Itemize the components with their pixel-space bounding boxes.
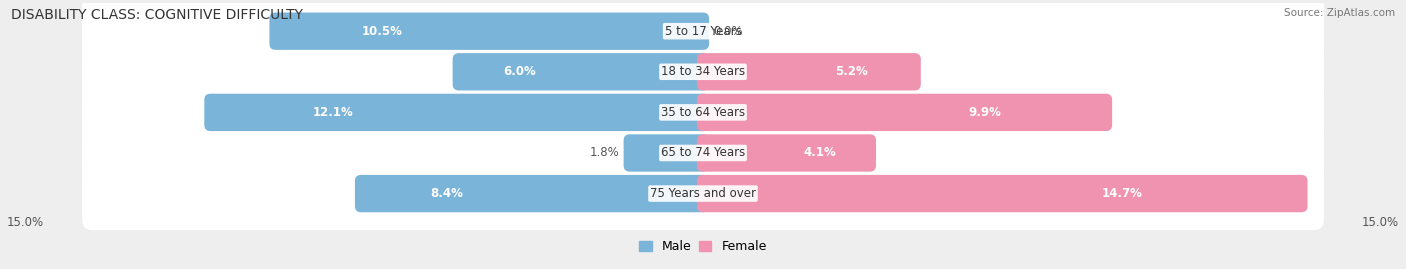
- Text: 75 Years and over: 75 Years and over: [650, 187, 756, 200]
- Text: 14.7%: 14.7%: [1101, 187, 1142, 200]
- FancyBboxPatch shape: [624, 134, 709, 172]
- Text: 5.2%: 5.2%: [835, 65, 868, 78]
- FancyBboxPatch shape: [354, 175, 709, 212]
- FancyBboxPatch shape: [453, 53, 709, 90]
- Text: 65 to 74 Years: 65 to 74 Years: [661, 147, 745, 160]
- FancyBboxPatch shape: [82, 116, 1324, 190]
- Text: 1.8%: 1.8%: [589, 147, 620, 160]
- FancyBboxPatch shape: [697, 53, 921, 90]
- FancyBboxPatch shape: [82, 35, 1324, 108]
- Text: 4.1%: 4.1%: [803, 147, 837, 160]
- Text: 12.1%: 12.1%: [314, 106, 354, 119]
- Text: 8.4%: 8.4%: [430, 187, 463, 200]
- FancyBboxPatch shape: [697, 175, 1308, 212]
- Text: 9.9%: 9.9%: [969, 106, 1001, 119]
- Text: Source: ZipAtlas.com: Source: ZipAtlas.com: [1284, 8, 1395, 18]
- FancyBboxPatch shape: [82, 0, 1324, 68]
- FancyBboxPatch shape: [270, 13, 709, 50]
- FancyBboxPatch shape: [82, 157, 1324, 230]
- Text: 0.0%: 0.0%: [713, 25, 742, 38]
- FancyBboxPatch shape: [697, 134, 876, 172]
- Text: DISABILITY CLASS: COGNITIVE DIFFICULTY: DISABILITY CLASS: COGNITIVE DIFFICULTY: [11, 8, 304, 22]
- Text: 35 to 64 Years: 35 to 64 Years: [661, 106, 745, 119]
- Text: 15.0%: 15.0%: [7, 216, 44, 229]
- Text: 6.0%: 6.0%: [503, 65, 536, 78]
- FancyBboxPatch shape: [697, 94, 1112, 131]
- FancyBboxPatch shape: [82, 76, 1324, 149]
- FancyBboxPatch shape: [204, 94, 709, 131]
- Text: 18 to 34 Years: 18 to 34 Years: [661, 65, 745, 78]
- Text: 5 to 17 Years: 5 to 17 Years: [665, 25, 741, 38]
- Legend: Male, Female: Male, Female: [637, 238, 769, 256]
- Text: 10.5%: 10.5%: [361, 25, 404, 38]
- Text: 15.0%: 15.0%: [1362, 216, 1399, 229]
